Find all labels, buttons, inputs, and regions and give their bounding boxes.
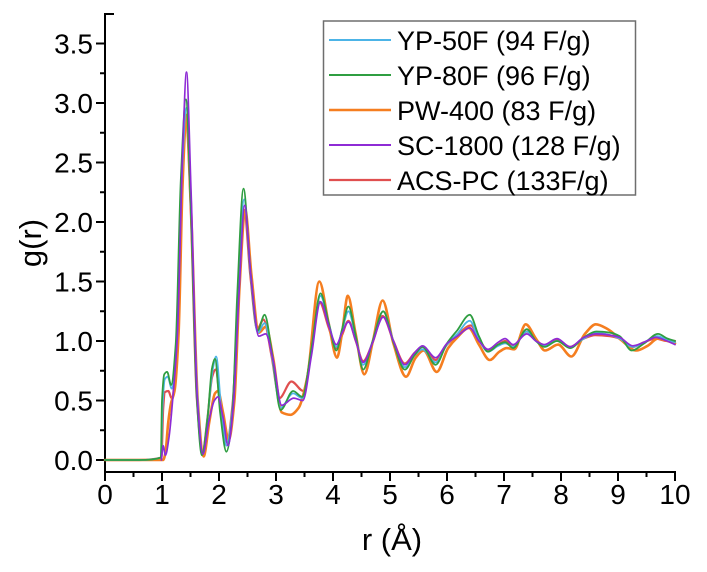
legend: YP-50F (94 F/g) YP-80F (96 F/g) PW-400 (83…: [322, 20, 637, 196]
legend-label-sc-1800: SC-1800 (128 F/g): [397, 131, 621, 161]
x-tick-label: 9: [610, 479, 626, 510]
y-tick-label: 1.5: [54, 267, 93, 298]
y-tick-label: 0.5: [54, 386, 93, 417]
x-tick-label: 1: [154, 479, 170, 510]
x-axis: 0 1 2 3 4 5 6 7 8 9 10: [97, 471, 691, 510]
y-tick-label: 0.0: [54, 445, 93, 476]
x-axis-title: r (Å): [362, 522, 422, 557]
x-tick-label: 2: [211, 479, 227, 510]
x-tick-label: 8: [553, 479, 569, 510]
legend-entry: ACS-PC (133F/g): [329, 166, 609, 196]
curves: [103, 71, 677, 462]
x-tick-label: 6: [439, 479, 455, 510]
x-tick-label: 4: [325, 479, 341, 510]
y-tick-label: 3.5: [54, 29, 93, 60]
x-tick-label: 10: [659, 479, 690, 510]
y-tick-label: 3.0: [54, 88, 93, 119]
y-tick-label: 1.0: [54, 326, 93, 357]
x-tick-label: 7: [496, 479, 512, 510]
series-line-sc-1800: [160, 71, 676, 461]
x-tick-label: 0: [97, 479, 113, 510]
y-axis-title: g(r): [13, 219, 48, 267]
legend-box: [322, 20, 637, 196]
legend-entry: YP-50F (94 F/g): [329, 26, 591, 56]
legend-entry: PW-400 (83 F/g): [329, 96, 596, 126]
y-axis: 0.0 0.5 1.0 1.5 2.0 2.5 3.0 3.5: [54, 13, 114, 476]
legend-label-acs-pc: ACS-PC (133F/g): [397, 166, 609, 196]
x-tick-label: 5: [382, 479, 398, 510]
legend-label-pw-400: PW-400 (83 F/g): [397, 96, 596, 126]
x-tick-label: 3: [268, 479, 284, 510]
y-tick-label: 2.5: [54, 148, 93, 179]
legend-entry: SC-1800 (128 F/g): [329, 131, 621, 161]
y-tick-label: 2.0: [54, 207, 93, 238]
legend-label-yp-80f: YP-80F (96 F/g): [397, 61, 591, 91]
legend-label-yp-50f: YP-50F (94 F/g): [397, 26, 591, 56]
legend-entry: YP-80F (96 F/g): [329, 61, 591, 91]
